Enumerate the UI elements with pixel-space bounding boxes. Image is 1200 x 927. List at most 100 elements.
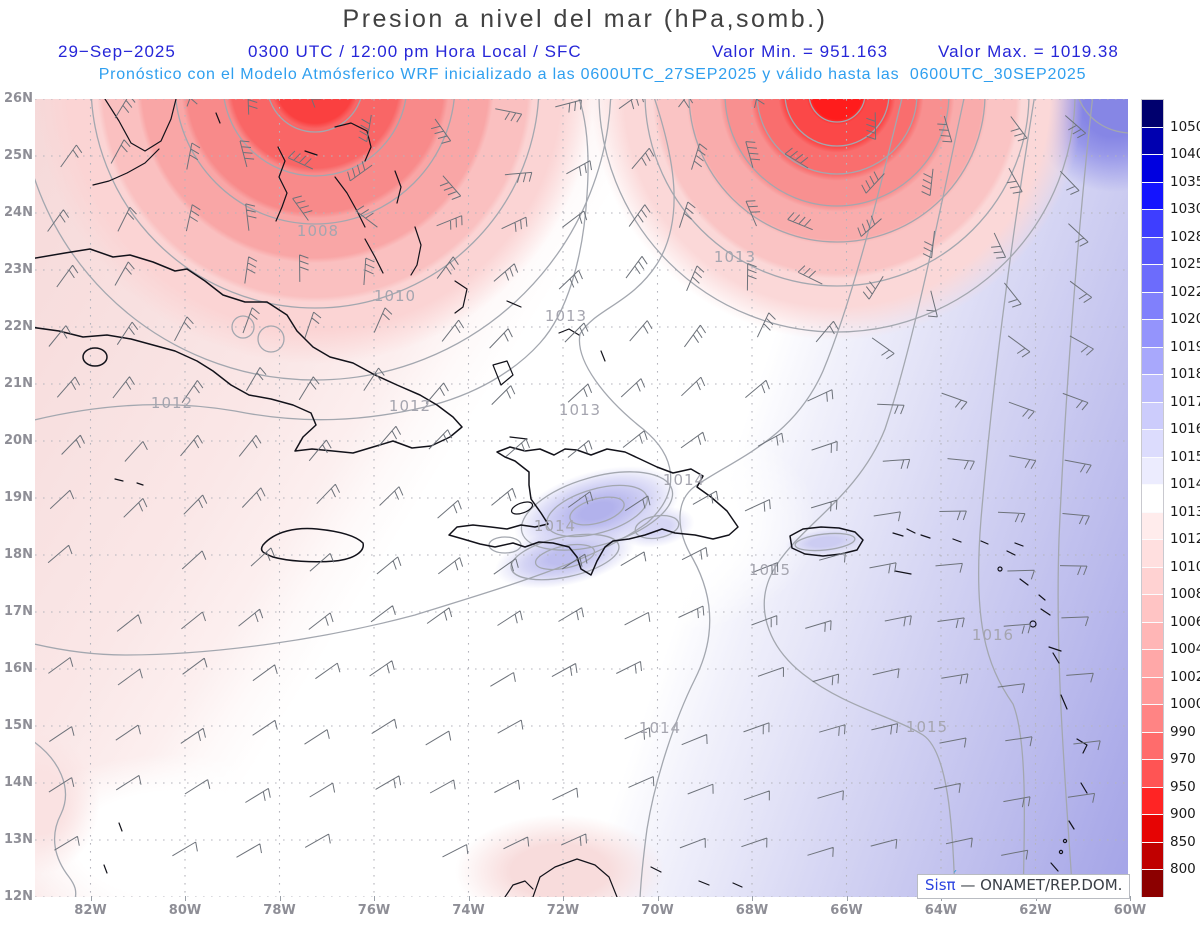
- attribution-badge: Sisπ ´ — ONAMET/REP.DOM.: [917, 869, 1131, 899]
- colorbar-segment: [1142, 457, 1163, 486]
- lat-label: 24N: [4, 205, 33, 220]
- colorbar-label: 1040: [1170, 146, 1200, 163]
- colorbar-label: 1015: [1170, 448, 1200, 465]
- lon-label: 76W: [352, 896, 396, 918]
- colorbar-label: 1014: [1170, 476, 1200, 493]
- colorbar-segment: [1142, 347, 1163, 376]
- sispi-logo: Sis: [925, 876, 947, 894]
- lat-label: 15N: [4, 718, 33, 733]
- contour-value-label: 1013: [544, 307, 588, 325]
- value-min: Valor Min. = 951.163: [712, 42, 889, 61]
- pressure-contours: [35, 99, 1128, 897]
- page-title: Presion a nivel del mar (hPa,somb.): [342, 5, 828, 33]
- lat-label: 26N: [4, 91, 33, 106]
- pressure-colorbar: [1141, 99, 1164, 898]
- pi-icon: π ´: [946, 869, 958, 894]
- colorbar-label: 1035: [1170, 173, 1200, 190]
- map-canvas: 1008 1010 1013 1013 1012 1012 1013 1014 1014 1015…: [35, 99, 1128, 897]
- contour-value-label: 1012: [388, 397, 432, 415]
- lon-label: 68W: [730, 896, 774, 918]
- colorbar-segment: [1142, 567, 1163, 596]
- contour-value-label: 1014: [662, 471, 706, 489]
- validity-line: 29−Sep−2025 0300 UTC / 12:00 pm Hora Loc…: [0, 42, 1200, 64]
- lat-label: 16N: [4, 661, 33, 676]
- colorbar-segment: [1142, 512, 1163, 541]
- colorbar-segment: [1142, 650, 1163, 678]
- map-overlay-graphics: [35, 99, 1128, 897]
- small-islands: [92, 99, 1088, 897]
- colorbar-label: 1019: [1170, 338, 1200, 355]
- contour-value-label: 1015: [748, 561, 792, 579]
- colorbar-segment: [1142, 320, 1163, 348]
- contour-value-label: 1014: [638, 719, 682, 737]
- contour-value-label: 1014: [533, 517, 577, 535]
- contour-value-label: 1013: [558, 401, 602, 419]
- colorbar-segment: [1142, 210, 1163, 238]
- colorbar-label: 1017: [1170, 393, 1200, 410]
- axis-tick: [279, 896, 281, 901]
- colorbar-label: 990: [1170, 723, 1196, 740]
- colorbar-label: 850: [1170, 833, 1196, 850]
- axis-tick: [846, 896, 848, 901]
- contour-value-label: 1010: [373, 287, 417, 305]
- colorbar-segment: [1142, 705, 1163, 733]
- colorbar-label: 1010: [1170, 558, 1200, 575]
- colorbar-label: 1006: [1170, 613, 1200, 630]
- colorbar-segment: [1142, 760, 1163, 788]
- colorbar-segment: [1142, 787, 1163, 816]
- lat-label: 12N: [4, 889, 33, 904]
- lon-label: 82W: [69, 896, 113, 918]
- lon-label: 72W: [541, 896, 585, 918]
- colorbar-segment: [1142, 842, 1163, 871]
- colorbar-segment: [1142, 127, 1163, 156]
- model-info-line: Pronóstico con el Modelo Atmósferico WRF…: [98, 66, 1087, 83]
- axis-tick: [1130, 896, 1131, 901]
- lat-label: 18N: [4, 547, 33, 562]
- axis-tick: [185, 896, 186, 901]
- pi-accent: ´: [951, 869, 958, 883]
- colorbar-label: 1022: [1170, 283, 1200, 300]
- valid-time: 0300 UTC / 12:00 pm Hora Local / SFC: [248, 42, 582, 61]
- colorbar-segment: [1142, 540, 1163, 568]
- colorbar-segment: [1142, 155, 1163, 183]
- colorbar-segment: [1142, 815, 1163, 843]
- lon-label: 80W: [163, 896, 207, 918]
- colorbar-segment: [1142, 265, 1163, 293]
- lat-label: 20N: [4, 433, 33, 448]
- colorbar-label: 900: [1170, 806, 1196, 823]
- wind-barbs: [47, 99, 1101, 860]
- colorbar-label: 1050: [1170, 118, 1200, 135]
- colorbar-segment: [1142, 182, 1163, 211]
- lat-label: 19N: [4, 490, 33, 505]
- colorbar-segment: [1142, 100, 1163, 128]
- colorbar-label: 1028: [1170, 228, 1200, 245]
- lon-label: 62W: [1014, 896, 1058, 918]
- colorbar-label: 1012: [1170, 531, 1200, 548]
- lon-label: 78W: [258, 896, 302, 918]
- axis-tick: [657, 896, 659, 901]
- colorbar-segment: [1142, 402, 1163, 431]
- contour-value-label: 1008: [296, 222, 340, 240]
- colorbar-label: 1002: [1170, 668, 1200, 685]
- lat-label: 17N: [4, 604, 33, 619]
- lat-label: 14N: [4, 775, 33, 790]
- colorbar-label: 1004: [1170, 641, 1200, 658]
- contour-value-label: 1013: [713, 248, 757, 266]
- lat-label: 22N: [4, 319, 33, 334]
- axis-tick: [563, 896, 564, 901]
- lat-label: 23N: [4, 262, 33, 277]
- lon-label: 74W: [447, 896, 491, 918]
- colorbar-label: 1000: [1170, 696, 1200, 713]
- lon-label: 66W: [825, 896, 869, 918]
- colorbar-segment: [1142, 485, 1163, 513]
- contour-value-label: 1016: [971, 626, 1015, 644]
- colorbar-label: 1016: [1170, 421, 1200, 438]
- lat-label: 25N: [4, 148, 33, 163]
- contour-value-label: 1015: [905, 718, 949, 736]
- colorbar-segment: [1142, 677, 1163, 706]
- colorbar-label: 1030: [1170, 201, 1200, 218]
- colorbar-segment: [1142, 430, 1163, 458]
- valid-date: 29−Sep−2025: [58, 42, 176, 61]
- lat-label: 21N: [4, 376, 33, 391]
- axis-tick: [374, 896, 375, 901]
